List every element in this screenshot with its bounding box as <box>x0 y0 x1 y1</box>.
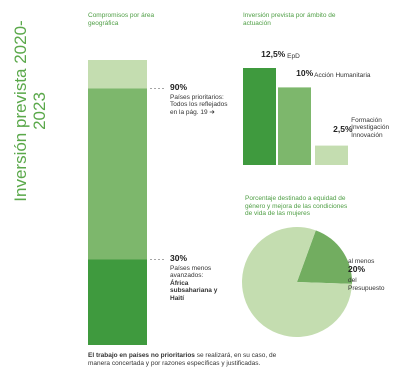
footnote-text: se realizará, en su caso, de manera conc… <box>88 352 277 367</box>
bar <box>278 87 311 165</box>
bar-segment <box>88 88 147 260</box>
value-label: 10% <box>296 68 314 79</box>
bar-segment <box>88 60 147 89</box>
category-label: Acción Humanitaria <box>314 71 371 79</box>
chart-title: Porcentaje destinado a equidad de género… <box>245 195 348 217</box>
annotation-value: 90% <box>170 81 188 92</box>
footnote-bold: El trabajo en países no prioritarios <box>88 352 195 359</box>
value-label: 20% <box>348 264 366 274</box>
bar-segment <box>88 259 147 345</box>
category-label: EpD <box>287 52 300 60</box>
annotation-text: Países menos avanzados: <box>170 264 212 280</box>
pie-slice <box>297 230 352 284</box>
bar <box>243 68 276 165</box>
bar <box>315 145 348 165</box>
footnote: El trabajo en países no prioritarios se … <box>88 352 278 367</box>
chart-title: Inversión prevista por ámbito de actuaci… <box>243 12 336 27</box>
main-title: Inversión prevista 2020-2023 <box>11 20 49 202</box>
annotation-value: 30% <box>170 252 188 263</box>
chart-title: Compromisos por área geográfica <box>88 12 155 27</box>
value-label: 2,5% <box>333 123 353 134</box>
label-prefix: al menos <box>348 258 375 265</box>
label-suffix: del Presupuesto <box>348 277 385 292</box>
pie-slice <box>242 227 352 338</box>
value-label: 12,5% <box>261 49 286 59</box>
annotation-bold: África subsahariana y Haití <box>170 279 218 302</box>
annotation-text: Países menos avanzados: África subsaharia… <box>170 265 228 303</box>
category-label: Formación Investigación Innovación <box>351 116 390 139</box>
annotation-text: Países prioritarios: Todos los reflejado… <box>170 93 228 116</box>
